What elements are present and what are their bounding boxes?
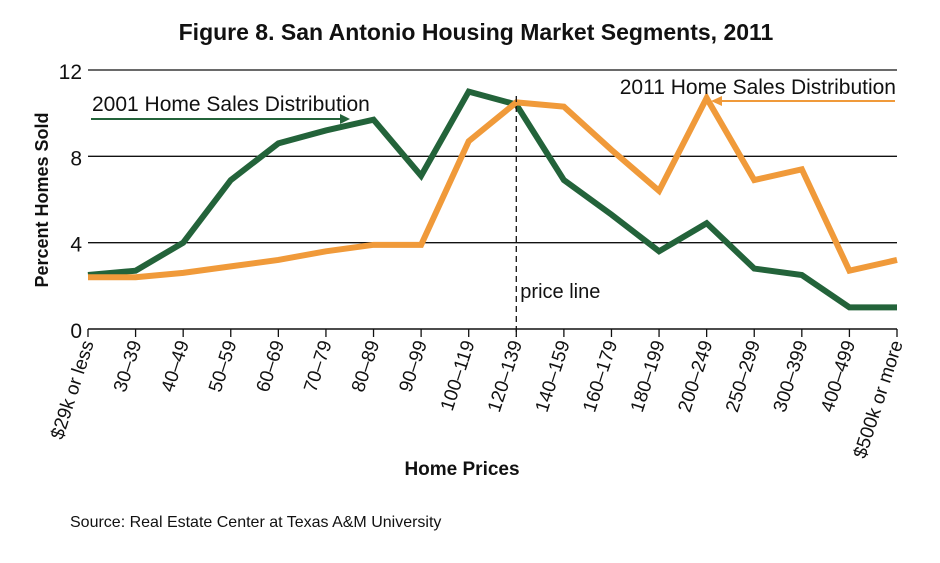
x-tick-label: $500k or more <box>850 338 908 461</box>
x-axis-label: Home Prices <box>404 459 519 480</box>
x-tick-label: 30–39 <box>110 338 146 395</box>
legend-2011: 2011 Home Sales Distribution <box>620 76 896 99</box>
chart-title: Figure 8. San Antonio Housing Market Seg… <box>179 19 774 45</box>
x-tick-label: 40–49 <box>158 338 194 395</box>
x-tick-label: 70–79 <box>300 338 336 395</box>
y-tick-label: 12 <box>59 61 82 84</box>
legend-2001: 2001 Home Sales Distribution <box>92 93 370 116</box>
x-tick-label: 120–139 <box>484 338 527 415</box>
source-note: Source: Real Estate Center at Texas A&M … <box>70 514 441 531</box>
series-line-2011 <box>88 91 898 281</box>
x-tick-label: 90–99 <box>396 338 432 395</box>
x-tick-label: 180–199 <box>627 338 670 415</box>
x-tick-label: 50–59 <box>205 338 241 395</box>
arrowhead-2011 <box>711 96 722 106</box>
x-tick-label: 60–69 <box>253 338 289 395</box>
x-tick-label: 250–299 <box>722 338 765 415</box>
y-axis-label: Percent Homes Sold <box>32 112 52 287</box>
series-line-2001 <box>87 88 897 311</box>
x-tick-label: 100–119 <box>437 338 479 414</box>
y-tick-label: 4 <box>70 234 82 257</box>
y-tick-label: 0 <box>70 320 82 343</box>
x-tick-label: 400–499 <box>817 338 860 415</box>
x-tick-label: 300–399 <box>770 338 813 415</box>
price-line-label: price line <box>520 281 600 303</box>
x-tick-label: 200–249 <box>675 338 718 415</box>
x-tick-label: 80–89 <box>348 338 384 395</box>
x-tick-label: $29k or less <box>47 338 99 442</box>
x-tick-label: 160–179 <box>579 338 622 415</box>
y-tick-label: 8 <box>70 147 82 170</box>
x-tick-label: 140–159 <box>532 338 575 415</box>
arrowhead-2001 <box>340 114 350 124</box>
